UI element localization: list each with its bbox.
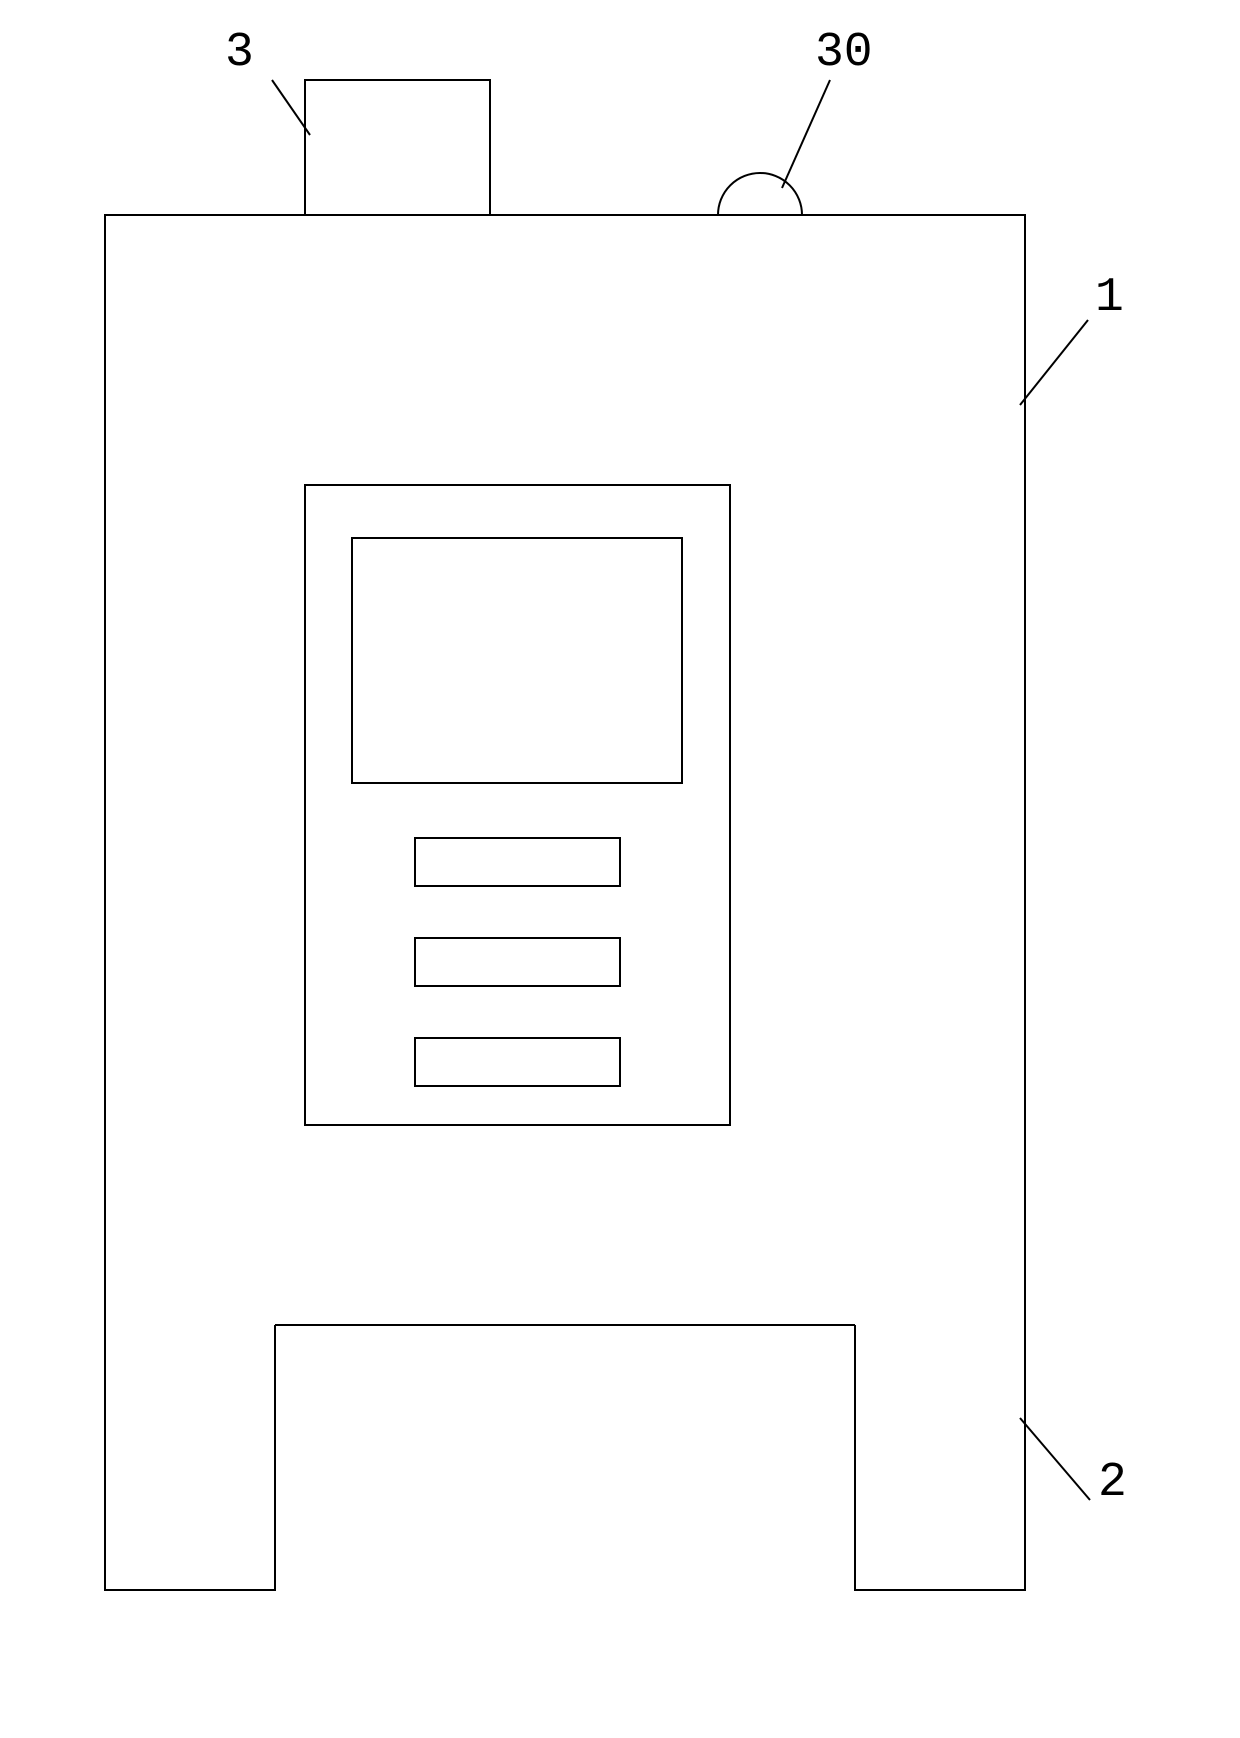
front-panel [305,485,730,1125]
foot-right [855,1325,1025,1590]
label-l2: 2 [1098,1456,1127,1510]
diagram-canvas: 3 30 1 2 [0,0,1240,1738]
label-l1: 1 [1095,271,1124,325]
slot-2 [415,938,620,986]
label-l3: 3 [225,26,254,80]
slot-1 [415,838,620,886]
leader-l1 [1020,320,1088,405]
cabinet-body [105,215,1025,1325]
top-box [305,80,490,215]
display-screen [352,538,682,783]
leader-l2 [1020,1418,1090,1500]
leader-l30 [782,80,830,188]
label-l30: 30 [815,26,873,80]
slot-3 [415,1038,620,1086]
foot-left [105,1325,275,1590]
dome-icon [718,173,802,215]
